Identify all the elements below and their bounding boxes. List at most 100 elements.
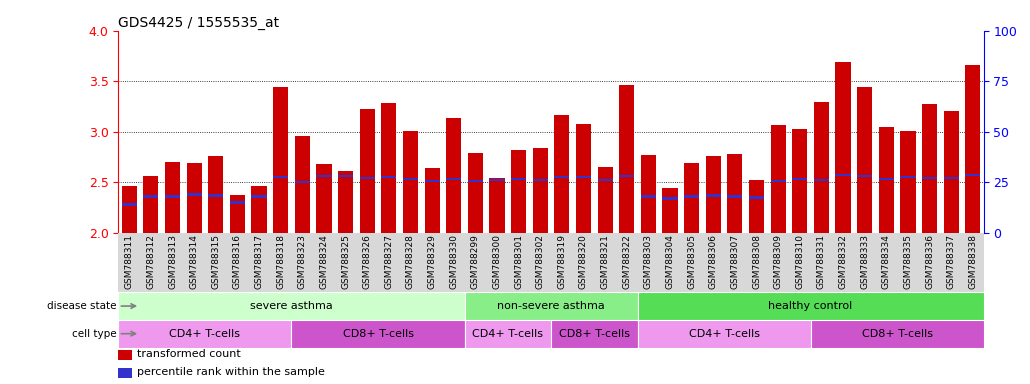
Text: GSM788331: GSM788331 — [817, 235, 826, 290]
Bar — [295, 136, 310, 233]
Bar — [879, 127, 894, 233]
Text: GSM788311: GSM788311 — [125, 235, 134, 290]
Bar — [554, 176, 570, 179]
Text: non-severe asthma: non-severe asthma — [497, 301, 605, 311]
Bar — [465, 292, 638, 320]
Bar — [576, 124, 591, 233]
Text: GSM788337: GSM788337 — [947, 235, 956, 290]
Bar — [619, 175, 634, 177]
Bar — [814, 103, 829, 233]
Text: GSM788332: GSM788332 — [838, 235, 848, 290]
Bar — [922, 177, 937, 179]
Text: GSM788323: GSM788323 — [298, 235, 307, 290]
Bar — [381, 176, 397, 179]
Text: cell type: cell type — [72, 329, 116, 339]
Bar — [143, 176, 159, 233]
Bar — [965, 174, 981, 176]
Text: GSM788327: GSM788327 — [384, 235, 393, 290]
Text: severe asthma: severe asthma — [250, 301, 333, 311]
Bar — [186, 163, 202, 233]
Bar — [814, 179, 829, 182]
Text: GSM788314: GSM788314 — [190, 235, 199, 290]
Bar — [446, 118, 461, 233]
Bar — [251, 195, 267, 198]
Bar — [118, 350, 132, 359]
Bar — [230, 201, 245, 204]
Bar — [511, 178, 526, 180]
Text: GSM788312: GSM788312 — [146, 235, 156, 290]
Bar — [662, 197, 678, 200]
Text: GSM788325: GSM788325 — [341, 235, 350, 290]
Bar — [943, 111, 959, 233]
Bar — [597, 167, 613, 233]
Bar — [359, 177, 375, 179]
Bar — [638, 320, 811, 348]
Text: GSM788316: GSM788316 — [233, 235, 242, 290]
Bar — [465, 320, 551, 348]
Bar — [118, 368, 132, 377]
Bar — [338, 171, 353, 233]
Bar — [291, 320, 465, 348]
Bar — [638, 292, 984, 320]
Bar — [943, 177, 959, 179]
Text: disease state: disease state — [47, 301, 116, 311]
Bar — [900, 131, 916, 233]
Text: GSM788313: GSM788313 — [168, 235, 177, 290]
Text: CD4+ T-cells: CD4+ T-cells — [170, 329, 240, 339]
Bar — [208, 194, 224, 197]
Text: GSM788334: GSM788334 — [882, 235, 891, 290]
Text: GSM788300: GSM788300 — [492, 235, 502, 290]
Text: GSM788318: GSM788318 — [276, 235, 285, 290]
Bar — [468, 180, 483, 182]
Bar — [641, 155, 656, 233]
Bar — [208, 156, 224, 233]
Bar — [533, 148, 548, 233]
Bar — [727, 195, 743, 198]
Bar — [186, 193, 202, 195]
Bar — [551, 320, 638, 348]
Bar — [857, 87, 872, 233]
Bar — [706, 194, 721, 197]
Bar — [770, 125, 786, 233]
Bar — [879, 178, 894, 180]
Bar — [576, 176, 591, 179]
Bar — [965, 65, 981, 233]
Bar — [122, 203, 137, 206]
Text: GSM788309: GSM788309 — [774, 235, 783, 290]
Bar — [143, 195, 159, 198]
Text: healthy control: healthy control — [768, 301, 853, 311]
Bar — [554, 114, 570, 233]
Text: GSM788307: GSM788307 — [730, 235, 740, 290]
Text: CD8+ T-cells: CD8+ T-cells — [559, 329, 629, 339]
Bar — [835, 174, 851, 176]
Text: GSM788317: GSM788317 — [254, 235, 264, 290]
Bar — [118, 320, 291, 348]
Bar — [424, 168, 440, 233]
Bar — [619, 85, 634, 233]
Text: CD8+ T-cells: CD8+ T-cells — [343, 329, 413, 339]
Bar — [403, 131, 418, 233]
Text: GSM788306: GSM788306 — [709, 235, 718, 290]
Bar — [641, 195, 656, 198]
Bar — [273, 87, 288, 233]
Bar — [273, 176, 288, 179]
Text: GSM788320: GSM788320 — [579, 235, 588, 290]
Bar — [230, 195, 245, 233]
Bar — [403, 178, 418, 180]
Bar — [684, 163, 699, 233]
Bar — [662, 188, 678, 233]
Bar — [533, 179, 548, 182]
Text: GSM788315: GSM788315 — [211, 235, 220, 290]
Text: GSM788322: GSM788322 — [622, 235, 631, 289]
Bar — [922, 104, 937, 233]
Bar — [295, 181, 310, 184]
Text: GSM788304: GSM788304 — [665, 235, 675, 290]
Text: GDS4425 / 1555535_at: GDS4425 / 1555535_at — [118, 16, 279, 30]
Text: CD4+ T-cells: CD4+ T-cells — [689, 329, 759, 339]
Text: GSM788338: GSM788338 — [968, 235, 977, 290]
Text: GSM788328: GSM788328 — [406, 235, 415, 290]
Bar — [727, 154, 743, 233]
Bar — [122, 186, 137, 233]
Text: GSM788330: GSM788330 — [449, 235, 458, 290]
Text: GSM788321: GSM788321 — [600, 235, 610, 290]
